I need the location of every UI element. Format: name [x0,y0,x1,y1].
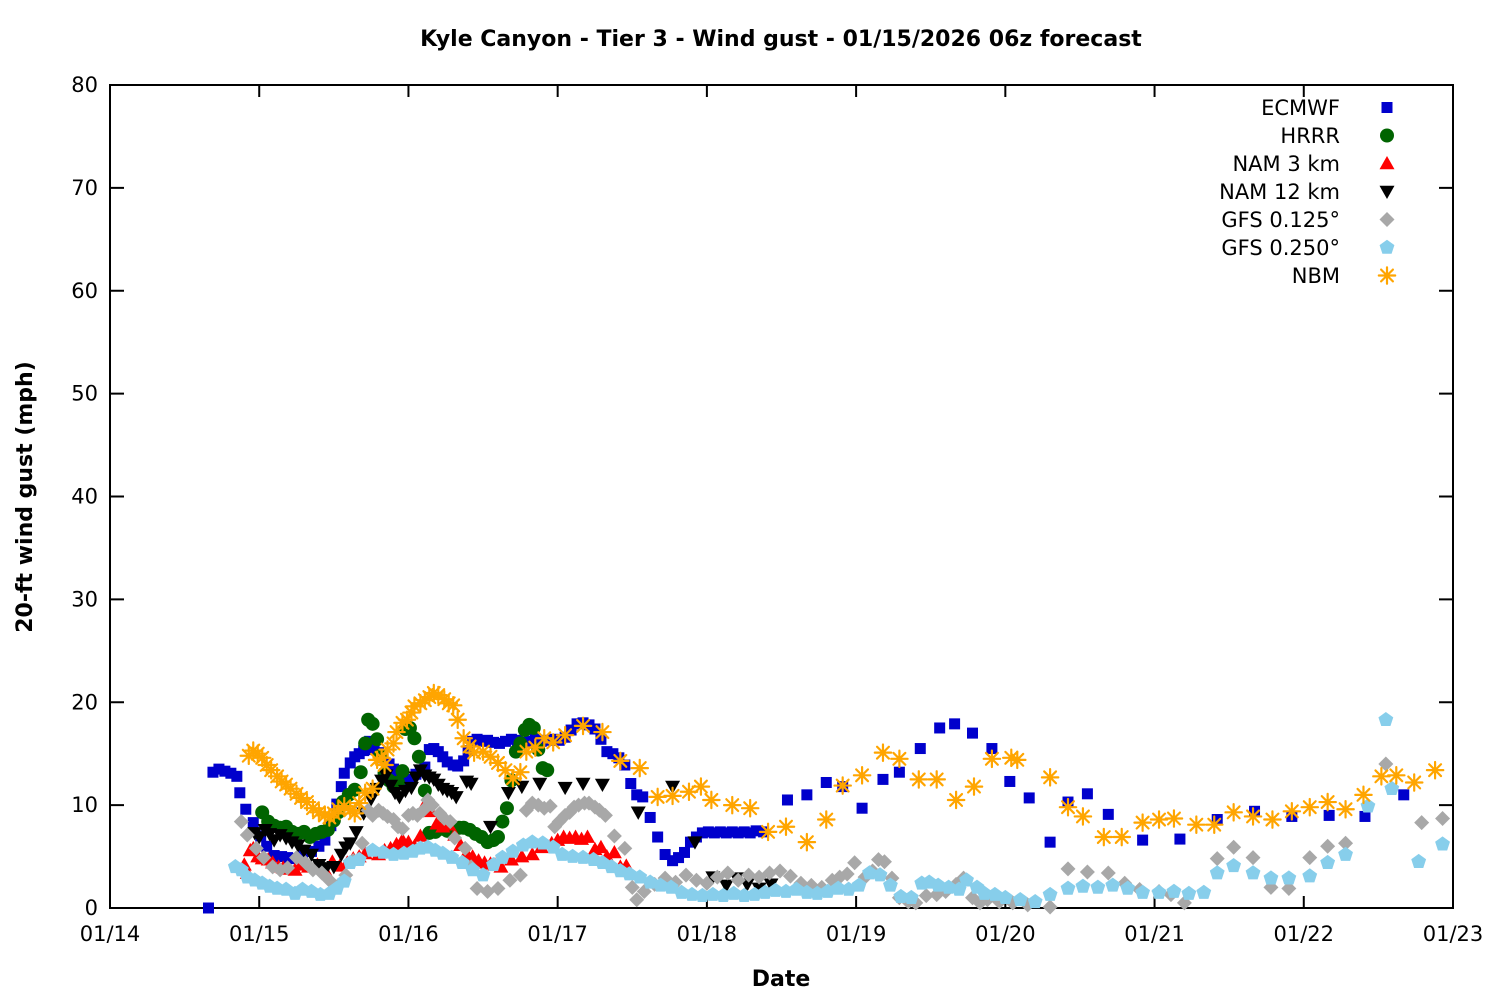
x-tick-label: 01/19 [826,922,887,946]
y-axis-title: 20-ft wind gust (mph) [13,361,38,633]
x-tick-label: 01/18 [677,922,738,946]
series-nbm [239,683,1445,852]
x-tick-label: 01/20 [975,922,1036,946]
x-tick-label: 01/17 [527,922,588,946]
legend-label: GFS 0.250° [1221,236,1340,260]
legend-label: NAM 12 km [1219,180,1340,204]
asterisk-legend-marker-icon [1377,266,1397,285]
legend-label: ECMWF [1261,96,1340,120]
x-tick-label: 01/22 [1274,922,1335,946]
y-tick-label: 40 [71,485,98,509]
square-legend-marker-icon [1381,102,1393,113]
triangle-up-legend-marker-icon [1379,156,1395,170]
x-tick-label: 01/14 [80,922,141,946]
legend-label: HRRR [1280,124,1340,148]
y-tick-label: 10 [71,793,98,817]
chart-title: Kyle Canyon - Tier 3 - Wind gust - 01/15… [420,27,1142,52]
x-tick-label: 01/23 [1423,922,1484,946]
y-tick-label: 60 [71,279,98,303]
circle-legend-marker-icon [1380,128,1394,143]
axis-ticks: 01/14 01/15 01/16 01/17 01/18 01/19 01/20 01/21… [71,73,1483,946]
x-tick-label: 01/15 [229,922,290,946]
y-tick-label: 50 [71,382,98,406]
series-nam-12-km [247,764,779,896]
y-tick-label: 30 [71,587,98,611]
pentagon-legend-marker-icon [1379,239,1395,254]
legend-label: GFS 0.125° [1221,208,1340,232]
series-ecmwf [202,717,1410,914]
legend: ECMWF HRRR NAM 3 km NAM 12 km GFS 0.125° GFS … [1219,96,1397,288]
x-tick-label: 01/16 [378,922,439,946]
y-tick-label: 70 [71,176,98,200]
legend-label: NBM [1292,264,1340,288]
y-tick-label: 80 [71,73,98,97]
y-tick-label: 20 [71,690,98,714]
y-tick-label: 0 [85,896,98,920]
diamond-legend-marker-icon [1379,212,1395,227]
triangle-down-legend-marker-icon [1379,185,1395,199]
series-gfs-0-250- [227,711,1450,909]
legend-label: NAM 3 km [1232,152,1340,176]
x-axis-title: Date [752,967,811,992]
x-tick-label: 01/21 [1124,922,1185,946]
plot-area: 01/14 01/15 01/16 01/17 01/18 01/19 01/20 01/21… [71,73,1483,946]
